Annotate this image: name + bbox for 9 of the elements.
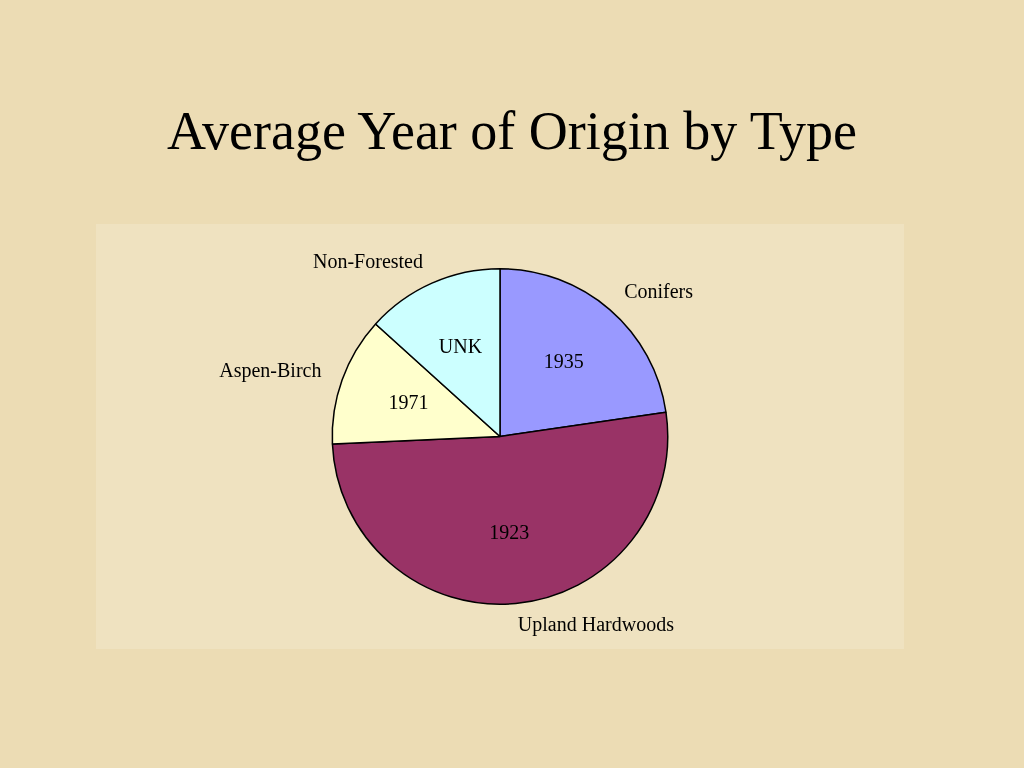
- chart-title: Average Year of Origin by Type: [165, 100, 859, 162]
- text: UNK: [438, 334, 483, 357]
- text: 1935: [543, 350, 584, 373]
- text: 1971: [388, 390, 429, 413]
- slice-label: Non-Forested: [313, 250, 423, 273]
- text: 1923: [489, 520, 530, 543]
- slice-label: Aspen-Birch: [219, 359, 322, 383]
- slice-label: Upland Hardwoods: [517, 612, 675, 636]
- slice-label: Conifers: [624, 280, 694, 303]
